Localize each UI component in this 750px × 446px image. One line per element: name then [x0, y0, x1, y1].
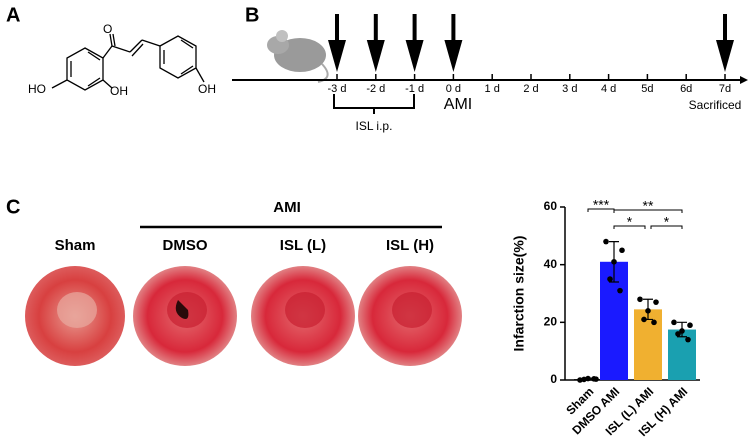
treatment-label: ISL i.p.	[356, 119, 393, 133]
atom-label: OH	[198, 82, 216, 96]
significance-label: ***	[593, 197, 610, 213]
day-label: 5d	[641, 83, 653, 95]
day-label: 6d	[680, 83, 692, 95]
dose-arrow	[716, 14, 734, 72]
panel-label: A	[6, 4, 20, 26]
day-label: 2 d	[523, 83, 538, 95]
dose-arrow	[405, 14, 424, 72]
y-tick-label: 40	[544, 257, 558, 271]
dose-arrow	[366, 14, 385, 72]
data-point	[581, 376, 587, 383]
data-point	[617, 287, 623, 294]
data-point	[591, 376, 597, 382]
y-tick-label: 20	[544, 315, 558, 329]
cavity	[392, 292, 432, 328]
significance-label: *	[627, 214, 633, 230]
molecule	[51, 33, 205, 91]
data-point	[607, 276, 613, 282]
day-label: 7d	[719, 83, 731, 95]
lumen	[175, 300, 189, 319]
panel-label: B	[245, 4, 259, 26]
bracket	[333, 94, 415, 114]
cavity	[285, 292, 325, 328]
significance-bracket	[613, 225, 646, 229]
day-label: -2 d	[366, 83, 385, 95]
data-point	[637, 296, 643, 303]
significance-label: *	[664, 214, 670, 230]
event-label: AMI	[444, 96, 472, 113]
day-label: 3 d	[562, 83, 577, 95]
photo-label: ISL (L)	[280, 237, 326, 254]
data-point	[645, 308, 651, 314]
significance-bracket	[613, 209, 683, 213]
day-label: -3 d	[328, 83, 347, 95]
photo-label: Sham	[55, 237, 96, 254]
day-label: -1 d	[405, 83, 424, 95]
data-point	[641, 316, 647, 323]
significance-bracket	[650, 225, 683, 229]
group-label: AMI	[273, 199, 301, 216]
data-point	[675, 331, 681, 337]
day-label: 0 d	[446, 83, 461, 95]
mouse-icon	[267, 30, 329, 83]
significance-label: **	[643, 198, 654, 214]
atom-label: O	[103, 22, 112, 36]
bar	[668, 329, 696, 380]
bar	[634, 309, 662, 380]
data-point	[651, 319, 657, 326]
y-axis-title: Infarction size(%)	[511, 236, 527, 352]
end-label: Sacrificed	[689, 98, 742, 112]
day-label: 1 d	[485, 83, 500, 95]
photo-label: DMSO	[163, 237, 208, 254]
y-tick-label: 0	[550, 372, 557, 386]
day-label: 4 d	[601, 83, 616, 95]
y-tick-label: 60	[544, 199, 558, 213]
data-point	[611, 258, 617, 265]
data-point	[687, 322, 693, 329]
data-point	[619, 247, 625, 254]
data-point	[653, 299, 659, 305]
photo-label: ISL (H)	[386, 237, 434, 254]
data-point	[603, 238, 609, 245]
panel-label: C	[6, 196, 20, 218]
data-point	[679, 328, 685, 334]
atom-label: HO	[28, 82, 46, 96]
data-point	[685, 336, 691, 343]
dose-arrow	[444, 14, 463, 72]
cavity	[57, 292, 97, 328]
data-point	[671, 319, 677, 326]
atom-label: OH	[110, 84, 128, 98]
dose-arrow	[328, 14, 346, 72]
axis-arrow	[740, 76, 748, 84]
